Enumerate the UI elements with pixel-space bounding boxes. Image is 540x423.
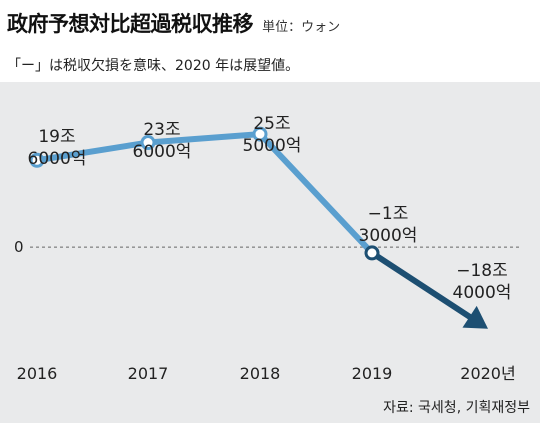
x-tick-label: 2020년	[460, 364, 515, 383]
data-label: 4000억	[453, 283, 512, 303]
x-tick-label: 2016	[17, 364, 58, 383]
chart-title: 政府予想対比超過税収推移	[7, 12, 254, 36]
line-chart: 019조6000억23조6000억25조5000억−1조3000억−18조400…	[14, 114, 520, 383]
data-label: 3000억	[359, 226, 418, 246]
chart-note: 「ー」は税収欠損を意味、2020 年は展望値。	[7, 58, 300, 74]
chart-area: 0 19조 6000억 23조 6000억 25조 5000억 −1조 3000억 −18조 400…	[0, 82, 540, 423]
data-label: −18조	[456, 261, 508, 281]
x-tick-label: 2017	[128, 364, 169, 383]
zero-tick-label: 0	[14, 238, 24, 256]
source-label: 자료: 국세청, 기획재정부	[383, 400, 530, 416]
title-row: 政府予想対比超過税収推移 単位：ウォン	[7, 8, 340, 38]
data-point	[29, 152, 45, 168]
series-line-actual	[34, 131, 375, 256]
data-label: 6000억	[28, 149, 87, 169]
x-tick-label: 2019	[352, 364, 393, 383]
data-label: 23조	[143, 120, 180, 140]
data-label: −1조	[368, 204, 409, 224]
data-point	[252, 126, 268, 142]
series-line-forecast	[369, 249, 473, 320]
data-point	[140, 135, 156, 151]
x-tick-label: 2018	[240, 364, 281, 383]
data-label: 25조	[253, 114, 290, 134]
forecast-arrowhead	[462, 305, 488, 329]
data-label: 6000억	[133, 142, 192, 162]
unit-label: 単位：ウォン	[262, 20, 341, 35]
data-label: 5000억	[243, 136, 302, 156]
data-label: 19조	[38, 127, 75, 147]
data-point	[364, 245, 380, 261]
